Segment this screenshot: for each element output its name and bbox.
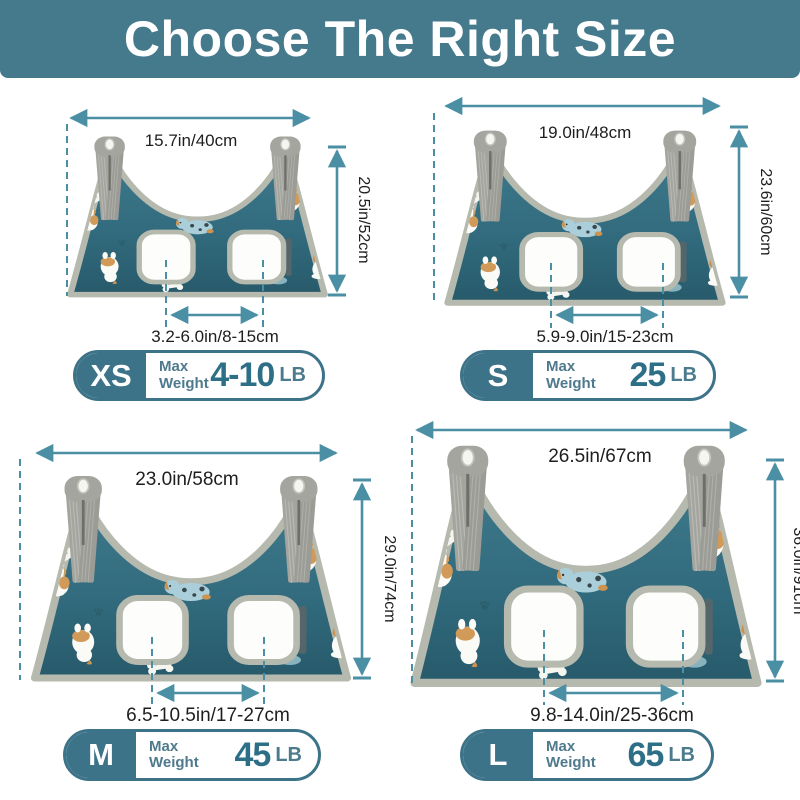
m-size-diagram: 23.0in/58cm 29.0in/74cm 6.5-10.5in/17-27… (19, 443, 398, 726)
height-dimension-label: 36.0in/91cm (790, 527, 800, 614)
height-dimension-label: 20.5in/52cm (355, 176, 372, 263)
max-weight-value: 4-10 (210, 356, 275, 394)
size-panel-m: 23.0in/58cm 29.0in/74cm 6.5-10.5in/17-27… (5, 415, 405, 800)
max-weight-label: Max Weight (159, 358, 209, 392)
weight-unit: LB (279, 364, 306, 386)
size-badge-l: L Max Weight 65 LB (460, 729, 714, 781)
max-weight-value: 45 (234, 735, 272, 774)
size-panel-l: 26.5in/67cm 36.0in/91cm 9.8-14.0in/25-36… (400, 415, 800, 800)
width-dimension-label: 19.0in/48cm (539, 123, 632, 142)
hammock-illustration (415, 446, 766, 683)
hammock-illustration (448, 131, 729, 303)
hammock-illustration (70, 137, 331, 295)
size-letter: XS (76, 353, 146, 398)
max-weight-label: Max Weight (546, 358, 596, 392)
size-panel-s: 19.0in/48cm 23.6in/60cm 5.9-9.0in/15-23c… (425, 88, 800, 420)
xs-size-diagram: 15.7in/40cm 20.5in/52cm 3.2-6.0in/8-15cm (66, 108, 372, 346)
hammock-illustration (35, 476, 355, 678)
max-weight-value: 65 (627, 735, 665, 774)
width-dimension-label: 15.7in/40cm (145, 131, 238, 150)
size-letter: M (66, 732, 136, 778)
size-badge-xs: XS Max Weight 4-10 LB (73, 350, 325, 401)
width-dimension-label: 26.5in/67cm (548, 446, 652, 467)
width-dimension-label: 23.0in/58cm (135, 469, 239, 490)
s-size-diagram: 19.0in/48cm 23.6in/60cm 5.9-9.0in/15-23c… (433, 96, 774, 346)
l-size-diagram: 26.5in/67cm 36.0in/91cm 9.8-14.0in/25-36… (400, 420, 800, 726)
size-letter: S (463, 353, 533, 398)
hole-distance-label: 3.2-6.0in/8-15cm (151, 327, 279, 346)
weight-unit: LB (275, 743, 302, 766)
size-letter: L (463, 732, 533, 778)
size-badge-m: M Max Weight 45 LB (63, 729, 321, 781)
hole-distance-label: 5.9-9.0in/15-23cm (536, 327, 673, 346)
weight-unit: LB (670, 364, 697, 386)
max-weight-label: Max Weight (149, 737, 199, 771)
max-weight-label: Max Weight (546, 737, 596, 771)
size-panel-xs: 15.7in/40cm 20.5in/52cm 3.2-6.0in/8-15cm… (55, 88, 405, 420)
header-banner: Choose The Right Size (0, 0, 800, 78)
hole-distance-label: 9.8-14.0in/25-36cm (530, 705, 694, 726)
height-dimension-label: 23.6in/60cm (757, 168, 774, 255)
hole-distance-label: 6.5-10.5in/17-27cm (126, 705, 290, 726)
size-badge-s: S Max Weight 25 LB (460, 350, 716, 401)
page-title: Choose The Right Size (123, 11, 677, 67)
max-weight-value: 25 (629, 356, 667, 394)
weight-unit: LB (668, 743, 695, 766)
height-dimension-label: 29.0in/74cm (381, 535, 398, 622)
